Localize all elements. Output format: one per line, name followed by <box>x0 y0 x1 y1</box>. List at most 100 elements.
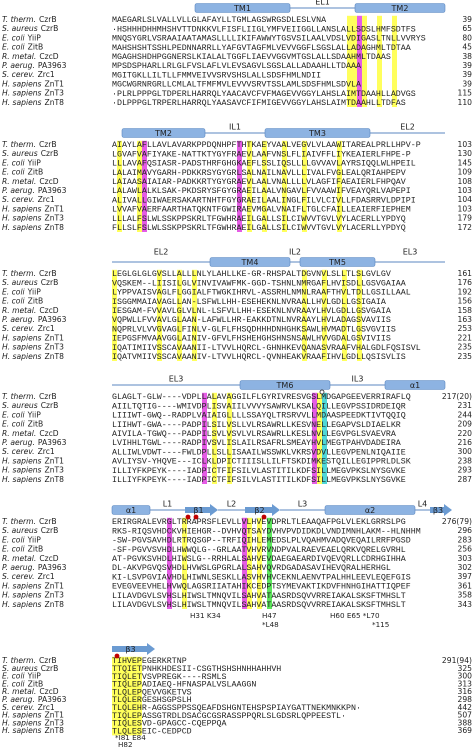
conservation-highlight <box>137 140 142 232</box>
end-number: 302 <box>458 563 473 572</box>
end-number: 388 <box>458 718 473 727</box>
sequence: ·DLPPPGLTRPERLHARRQLYAASAVCFIFMIGEVVGGYL… <box>112 99 406 108</box>
sequence: KI-LSVPGVIAVHDLHIWNLSESKLLASVHVHVCEKNLAE… <box>112 573 411 582</box>
sequence: TIHVEPEGERKRTNP <box>112 657 187 666</box>
genus: P. aerug. <box>2 315 35 324</box>
element-label: L4 <box>418 500 428 509</box>
sequence: -SF-PGVVSVHDLHWWQLG--GRLAATVHVRVNDPVALRA… <box>112 546 406 555</box>
conservation-highlight <box>247 517 252 609</box>
protein: ZitB <box>28 297 44 306</box>
genus: E. coli <box>2 672 26 681</box>
sequence: TIQLEPASSGTRDLDSACGCGSRASSPPQRLSLGDSRLQP… <box>112 712 346 721</box>
genus: T. therm. <box>2 140 36 149</box>
conservation-highlight <box>132 656 137 736</box>
conservation-highlight <box>377 15 382 107</box>
end-number: 39 <box>462 79 472 88</box>
genus: S. aureus <box>2 278 38 287</box>
end-number: 283 <box>458 535 473 544</box>
protein: CzrB <box>41 526 59 535</box>
protein: ZnT3 <box>45 718 65 727</box>
species-name: P. aerug. PA3963 <box>2 438 67 447</box>
residue-annotation: *L48 <box>262 620 279 629</box>
conservation-highlight <box>262 140 267 232</box>
end-number: 256 <box>458 545 473 554</box>
protein: ZnT8 <box>45 98 65 107</box>
genus: E. coli <box>2 535 26 544</box>
sequence: ALLIWLVDWT----FWLDPLLSLLISAAILWSSWKLVKRS… <box>112 448 406 457</box>
end-number: 38 <box>462 52 472 61</box>
protein: PA3963 <box>38 186 67 195</box>
protein: ZnT1 <box>45 79 65 88</box>
genus: H. sapiens <box>2 726 42 735</box>
residue-annotation: H31 K34 <box>190 611 221 620</box>
conservation-highlight <box>282 140 287 232</box>
protein: CzrB <box>41 24 59 33</box>
element-label: L3 <box>298 500 308 509</box>
sequence: LGVAFVAFIYAKE-NATTKTYGYFRAEVLAAFVNSLFLIA… <box>112 150 411 159</box>
end-number: 80 <box>462 33 472 42</box>
sequence: MAEGARLSLVALLVLLGLAFAYLLTGMLAGSWRGSDLESL… <box>112 16 326 25</box>
protein: Zrc1 <box>38 195 55 204</box>
species-name: E. coli ZitB <box>2 420 43 429</box>
element-label: TM3 <box>308 129 326 138</box>
species-name: T. therm. CzrB <box>2 140 57 149</box>
species-name: T. therm. CzrB <box>2 269 57 278</box>
species-name: T. therm. CzrB <box>2 15 57 24</box>
protein: Zrc1 <box>38 70 55 79</box>
protein: ZnT3 <box>45 343 65 352</box>
conservation-highlight <box>212 392 217 484</box>
end-number: 313 <box>458 679 473 688</box>
end-number: 298 <box>458 695 473 704</box>
genus: P. aerug. <box>2 186 35 195</box>
genus: S. cerev. <box>2 70 35 79</box>
genus: H. sapiens <box>2 223 42 232</box>
end-number: 231 <box>458 401 473 410</box>
element-label: β3 <box>433 506 443 515</box>
conservation-highlight <box>247 140 252 232</box>
element-label: TM4 <box>241 258 259 267</box>
conservation-highlight <box>392 15 397 107</box>
conservation-highlight <box>357 269 362 361</box>
sequence: MAHSHSHTSSHLPEDNNARRLLYAFGVTAGFMLVEVVGGF… <box>112 44 411 53</box>
conservation-highlight <box>137 656 142 736</box>
end-number: 176 <box>458 278 473 287</box>
sequence: LALAIMAVYGARH-PDKKRSYGYGRLSALNAILNAVLLLI… <box>112 169 406 178</box>
protein: ZnT1 <box>45 581 65 590</box>
protein: ZnT3 <box>45 466 65 475</box>
genus: E. coli <box>2 168 26 177</box>
genus: R. metal. <box>2 687 36 696</box>
conservation-highlight <box>267 517 272 609</box>
genus: E. coli <box>2 410 26 419</box>
protein: PA3963 <box>38 695 67 704</box>
protein: ZitB <box>28 679 44 688</box>
species-name: H. sapiens ZnT3 <box>2 718 64 727</box>
conservation-highlight <box>322 269 327 361</box>
sequence: MGITGKLLILTLLFMMVEIVVSRVSHSLALLSDSFHMLND… <box>112 71 321 80</box>
element-label: TM6 <box>276 381 294 390</box>
genus: R. metal. <box>2 306 36 315</box>
genus: H. sapiens <box>2 475 42 484</box>
sequence: AIVILA-TGWQ---PADPILSVLVSVLVLRSAWRLLKESL… <box>112 430 396 439</box>
sequence: ILLIYFKPEYK----IADPICTFIFSILVLASTITILKDF… <box>112 476 406 485</box>
element-label: IL3 <box>352 375 364 384</box>
species-name: H. sapiens ZnT3 <box>2 343 64 352</box>
conservation-highlight <box>357 15 362 107</box>
sequence: LYPPVAISVAGLFLGGIALFTWGKIHRVL-ASSRHLNMNL… <box>112 289 411 298</box>
protein: ZnT8 <box>45 475 65 484</box>
protein: CzrB <box>41 664 59 673</box>
end-number: 287 <box>458 475 473 484</box>
genus: H. sapiens <box>2 343 42 352</box>
sequence: TLQLEPQEVVGKETVS <box>112 688 192 697</box>
genus: E. coli <box>2 43 26 52</box>
protein: YiiP <box>27 410 42 419</box>
species-name: P. aerug. PA3963 <box>2 315 67 324</box>
residue-annotation: H60 E65 *L70 <box>330 611 380 620</box>
genus: S. cerev. <box>2 195 35 204</box>
genus: S. aureus <box>2 24 38 33</box>
species-name: P. aerug. PA3963 <box>2 61 67 70</box>
residue-marker <box>261 514 267 520</box>
protein: YiiP <box>27 672 42 681</box>
sequence: AVLIYSV-YHQVE---ICLKLDPICTIIISLLILFTSKDI… <box>112 458 411 467</box>
species-name: S. cerev. Zrc1 <box>2 70 55 79</box>
species-name: S. aureus CzrB <box>2 24 58 33</box>
